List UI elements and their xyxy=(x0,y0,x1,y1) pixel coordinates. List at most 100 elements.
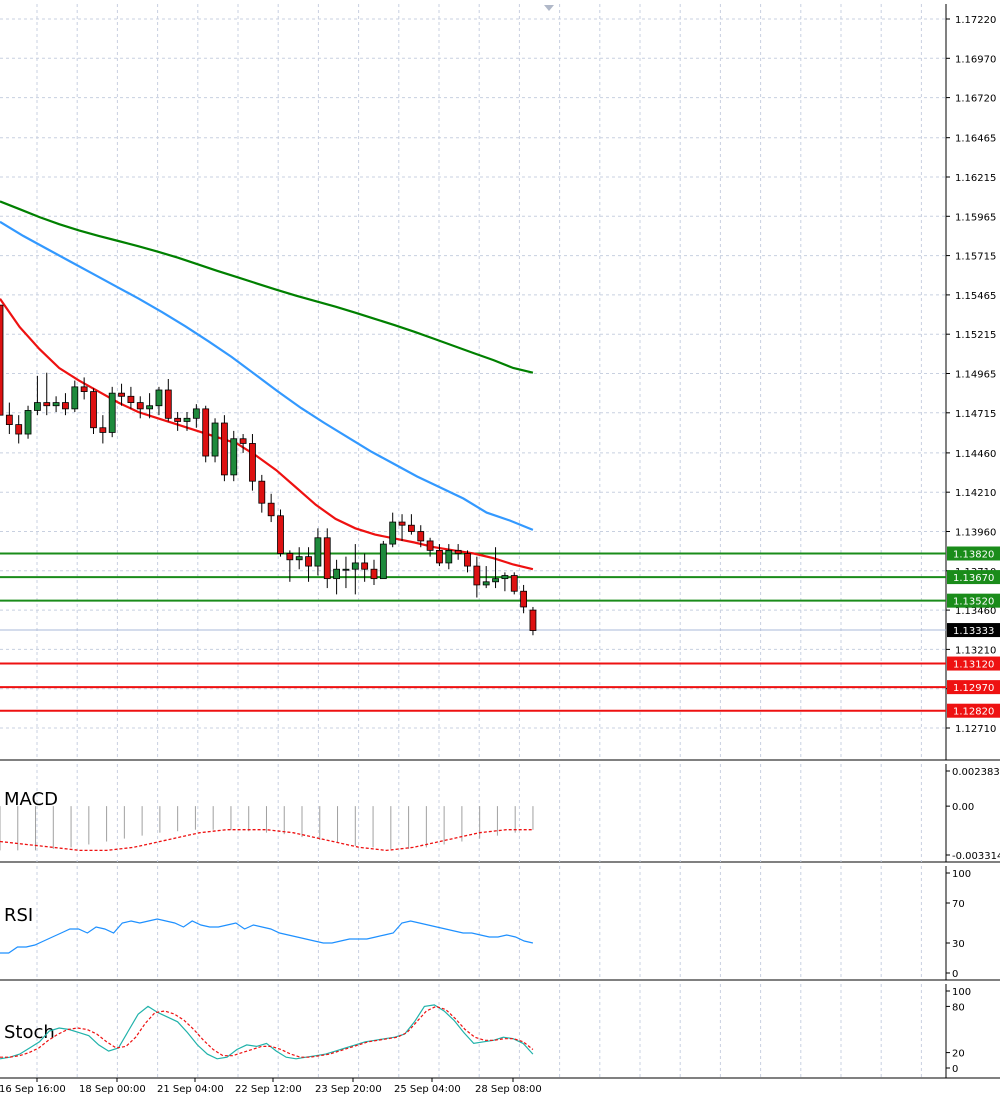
macd-panel: MACD xyxy=(0,789,534,852)
grid-lines xyxy=(0,4,946,1078)
bullish-candle xyxy=(24,410,32,435)
bearish-candle xyxy=(220,422,228,476)
price-tick-label: 1.16465 xyxy=(955,134,996,145)
bearish-candle xyxy=(174,417,182,422)
bullish-candle xyxy=(492,578,499,583)
indicator-tick-label: -0.003314 xyxy=(952,851,1000,862)
current-price-tag xyxy=(947,623,1000,638)
bearish-candle xyxy=(426,540,434,551)
bearish-candle xyxy=(239,438,247,444)
bearish-candle xyxy=(99,427,107,433)
rsi-line xyxy=(0,918,534,954)
indicator-tick-label: 0 xyxy=(952,969,958,980)
bullish-candle xyxy=(351,562,359,570)
bullish-candle xyxy=(333,568,341,580)
current-price-tag-label: 1.13333 xyxy=(953,626,994,637)
price-tick-label: 1.15465 xyxy=(955,291,996,302)
price-level-tag-label: 1.12970 xyxy=(953,683,994,694)
rsi-label: RSI xyxy=(4,905,33,926)
bearish-candle xyxy=(90,391,97,429)
time-tick-label: 16 Sep 16:00 xyxy=(0,1084,66,1095)
bearish-candle xyxy=(136,402,144,410)
level-price-tags: 1.13820 1.13670 1.13520 1.13120 1.12970 1.128… xyxy=(947,546,1000,718)
bearish-candle xyxy=(43,402,51,407)
price-level-tag xyxy=(947,570,1000,585)
indicator-tick-label: 0 xyxy=(952,1064,958,1075)
bearish-candle xyxy=(15,424,23,435)
indicator-tick-label: 0.002383 xyxy=(952,767,1000,778)
macd-label: MACD xyxy=(4,789,58,810)
bearish-candle xyxy=(305,556,312,567)
time-tick-label: 28 Sep 08:00 xyxy=(475,1084,542,1095)
bullish-candle xyxy=(482,581,490,586)
bullish-candle xyxy=(379,543,387,580)
indicator-tick-label: 30 xyxy=(952,939,965,950)
bearish-candle xyxy=(417,531,425,542)
moving-average-line xyxy=(0,200,534,374)
indicator-tick-label: 80 xyxy=(952,1002,965,1013)
bullish-candle xyxy=(52,402,60,407)
price-level-tag xyxy=(947,656,1000,671)
bullish-candle xyxy=(501,575,509,580)
bearish-candle xyxy=(473,565,481,586)
price-tick-label: 1.15965 xyxy=(955,212,996,223)
bearish-candle xyxy=(398,521,406,526)
indicator-tick-label: 70 xyxy=(952,899,965,910)
rsi-panel: RSI xyxy=(0,905,534,954)
bullish-candle xyxy=(34,402,41,411)
price-tick-label: 1.16720 xyxy=(955,94,996,105)
price-tick-label: 1.12710 xyxy=(955,724,996,735)
bullish-candle xyxy=(295,556,303,561)
bearish-candle xyxy=(249,443,256,482)
bearish-candle xyxy=(370,568,378,580)
bearish-candle xyxy=(267,502,275,517)
bullish-candle xyxy=(342,568,350,571)
indicator-tick-label: 20 xyxy=(952,1049,965,1060)
price-tick-label: 1.16215 xyxy=(955,173,996,184)
bullish-candle xyxy=(445,549,453,564)
price-level-tag xyxy=(947,546,1000,561)
bearish-candle xyxy=(323,537,331,580)
bearish-candle xyxy=(286,553,294,561)
bullish-candle xyxy=(211,422,219,457)
price-tick-label: 1.14210 xyxy=(955,488,996,499)
bearish-candle xyxy=(80,386,88,392)
price-tick-label: 1.14460 xyxy=(955,449,996,460)
bearish-candle xyxy=(436,549,443,564)
bearish-candle xyxy=(361,562,369,570)
price-tick-label: 1.13960 xyxy=(955,527,996,538)
price-tick-label: 1.13460 xyxy=(955,606,996,617)
bullish-candle xyxy=(108,392,116,433)
time-tick-label: 18 Sep 00:00 xyxy=(79,1084,146,1095)
bearish-candle xyxy=(118,392,125,397)
indicator-tick-label: 100 xyxy=(952,869,971,880)
indicator-tick-label: 0.00 xyxy=(952,802,974,813)
moving-average-line xyxy=(0,298,534,571)
bearish-candle xyxy=(529,609,537,631)
price-level-tag-label: 1.12820 xyxy=(953,707,994,718)
bearish-candle xyxy=(258,480,266,504)
support-resistance-levels xyxy=(0,552,946,712)
bearish-candle xyxy=(510,575,518,592)
bearish-candle xyxy=(454,549,462,554)
bearish-candle xyxy=(127,395,135,403)
price-level-tag-label: 1.13120 xyxy=(953,660,994,671)
time-tick-label: 22 Sep 12:00 xyxy=(235,1084,302,1095)
price-level-tag-label: 1.13820 xyxy=(953,550,994,561)
panel-frames xyxy=(0,4,1000,1079)
bullish-candle xyxy=(192,408,200,419)
candlesticks xyxy=(0,304,537,636)
stoch-main-line xyxy=(0,1004,534,1060)
bullish-candle xyxy=(389,521,397,545)
bearish-candle xyxy=(164,389,172,419)
scroll-marker-icon[interactable] xyxy=(544,5,554,11)
time-tick-label: 25 Sep 04:00 xyxy=(394,1084,461,1095)
time-tick-label: 21 Sep 04:00 xyxy=(157,1084,224,1095)
macd-signal-line xyxy=(0,829,533,852)
bearish-candle xyxy=(62,402,69,410)
price-level-tag-label: 1.13520 xyxy=(953,597,994,608)
bearish-candle xyxy=(0,304,4,416)
bullish-candle xyxy=(155,389,163,407)
price-tick-label: 1.17220 xyxy=(955,15,996,26)
